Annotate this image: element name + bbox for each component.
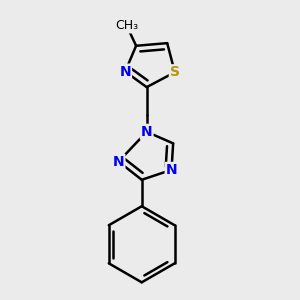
Text: N: N [141,125,152,139]
Text: N: N [119,64,131,79]
Text: N: N [166,163,177,177]
Text: CH₃: CH₃ [115,20,138,32]
Text: S: S [170,65,180,79]
Text: N: N [113,154,124,169]
